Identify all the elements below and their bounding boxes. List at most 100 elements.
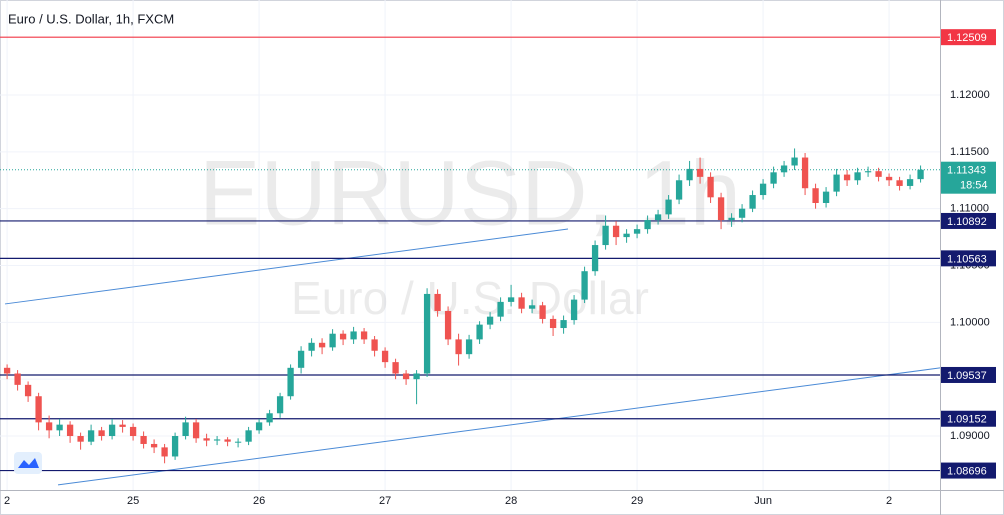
level-label: 1.10892 <box>947 216 987 228</box>
level-label: 1.09537 <box>947 370 987 382</box>
plot <box>0 36 941 486</box>
candle-body <box>906 179 914 186</box>
candle-body <box>581 271 588 300</box>
candle-body <box>161 447 168 457</box>
candle-body <box>528 305 536 309</box>
candle-body <box>570 299 578 321</box>
candle-body <box>633 229 641 234</box>
candle-body <box>465 339 473 355</box>
candle-body <box>3 367 11 374</box>
x-tick-label: 2 <box>4 495 10 507</box>
candle-body <box>654 214 662 221</box>
level-label: 1.08696 <box>947 465 987 477</box>
candle-body <box>822 191 830 204</box>
candle-body <box>738 208 746 218</box>
candle-body <box>780 165 788 173</box>
candle-body <box>192 422 200 439</box>
candle-body <box>539 305 546 319</box>
logo <box>14 452 42 474</box>
candle-body <box>444 310 452 340</box>
candle-body <box>402 373 410 380</box>
last-price-label: 1.11343 <box>947 165 986 177</box>
candle-body <box>213 439 221 441</box>
candle-body <box>140 436 147 444</box>
trendline <box>57 367 941 486</box>
candle-body <box>150 443 158 448</box>
candle-body <box>171 436 179 457</box>
candle-body <box>728 217 735 221</box>
candle-body <box>791 157 798 166</box>
level-label: 1.09152 <box>947 414 987 426</box>
y-tick-label: 1.11500 <box>950 146 989 158</box>
candle-body <box>591 245 599 272</box>
candle-body <box>318 342 326 348</box>
candle-body <box>119 424 126 427</box>
candle-body <box>843 174 851 181</box>
candle-body <box>612 225 620 238</box>
grid <box>0 0 940 490</box>
candle-body <box>623 233 630 238</box>
candle-body <box>801 157 809 189</box>
candle-body <box>749 195 756 209</box>
candle-body <box>885 176 893 181</box>
candle-body <box>602 225 609 246</box>
y-tick-label: 1.10000 <box>950 316 990 328</box>
candle-body <box>696 168 704 177</box>
candle-body <box>45 422 53 431</box>
watermark: EURUSD, 1h <box>199 142 741 244</box>
candle-body <box>339 333 347 340</box>
level-label-box <box>941 29 996 46</box>
candle-body <box>66 424 74 437</box>
candle-body <box>129 426 137 437</box>
candle-body <box>476 324 483 340</box>
candle-body <box>108 424 116 437</box>
candle-body <box>360 331 368 340</box>
x-tick-label: Jun <box>754 495 772 507</box>
candle-body <box>266 413 273 423</box>
candle-body <box>255 422 263 431</box>
candle-body <box>518 297 525 309</box>
candle-body <box>329 333 336 348</box>
candle-body <box>182 422 189 437</box>
level-label-box <box>941 250 996 267</box>
candle-body <box>56 424 63 431</box>
candle-body <box>759 183 767 196</box>
candle-body <box>854 172 861 181</box>
y-tick-label: 1.09000 <box>950 430 990 442</box>
candle-body <box>665 199 672 215</box>
trendline <box>4 228 569 305</box>
candle-body <box>350 331 357 340</box>
level-label: 1.12509 <box>947 32 987 44</box>
candle-body <box>413 373 420 380</box>
candle-body <box>812 188 819 204</box>
candle-body <box>381 350 389 363</box>
level-label-box <box>941 462 996 479</box>
candle-body <box>560 320 567 329</box>
x-tick-label: 29 <box>631 495 643 507</box>
candle-body <box>770 172 777 184</box>
x-tick-label: 27 <box>379 495 391 507</box>
y-tick-label: 1.11000 <box>950 203 989 215</box>
logo-icon <box>18 458 39 468</box>
candle-body <box>297 350 305 368</box>
candle-body <box>864 171 872 173</box>
candle-body <box>896 180 903 186</box>
candle-body <box>14 373 21 385</box>
x-tick-label: 26 <box>253 495 265 507</box>
x-tick-label: 25 <box>127 495 139 507</box>
level-label: 1.10563 <box>947 253 987 265</box>
candle-body <box>549 318 557 329</box>
candle-body <box>875 171 882 177</box>
level-label-box <box>941 366 996 383</box>
candle-body <box>308 342 315 351</box>
axes: 1.120001.115001.110001.105001.100001.095… <box>4 29 996 507</box>
watermark-subtitle: Euro / U.S. Dollar <box>291 272 649 324</box>
chart-title: Euro / U.S. Dollar, 1h, FXCM <box>8 11 174 26</box>
candle-body <box>717 197 725 221</box>
candle-body <box>24 384 32 397</box>
candle-body <box>245 430 252 442</box>
candle-body <box>371 339 378 351</box>
candle-body <box>686 168 693 181</box>
